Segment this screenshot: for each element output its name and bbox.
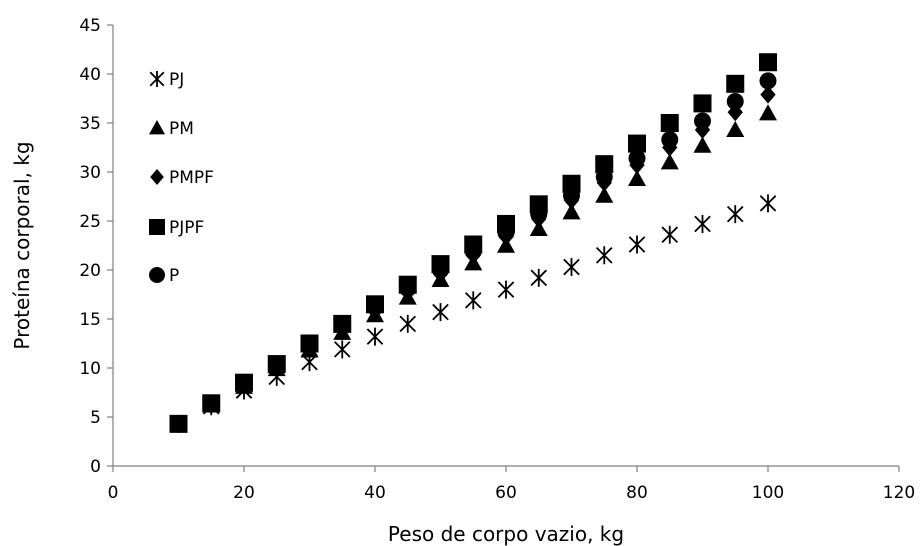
y-axis-title: Proteína corporal, kg [10,141,34,349]
y-tick-label: 15 [79,310,101,330]
legend-label: PMPF [169,168,214,188]
data-point-pjpf [202,394,221,413]
legend-item-pjpf: PJPF [149,218,204,238]
data-point-pj [530,268,548,287]
data-point-pj [366,327,384,346]
series-pjpf [169,53,777,433]
data-point-pm [595,186,614,203]
data-point-pjpf [366,295,384,314]
x-tick-label: 120 [883,483,915,503]
data-point-pjpf [726,74,745,93]
data-point-pm [759,104,777,121]
legend-marker-pjpf [149,219,165,235]
data-point-pm [628,169,646,187]
series-pj [170,194,777,433]
data-point-pj [595,246,613,265]
x-tick-label: 20 [233,483,255,503]
data-point-p [759,72,777,90]
x-tick-label: 60 [495,483,517,503]
data-point-pjpf [497,214,515,233]
y-tick-label: 20 [79,261,101,281]
x-tick-label: 80 [626,483,648,503]
legend-marker-p [149,267,165,283]
data-point-pj [464,291,482,310]
data-point-pjpf [431,255,450,274]
legend-label: PM [169,119,194,139]
y-tick-label: 40 [79,65,101,85]
data-point-pj [563,258,580,277]
data-point-pm [693,136,712,153]
data-point-pj [432,303,449,322]
data-point-pj [759,194,777,213]
data-point-pm [660,153,679,170]
data-point-p [694,112,711,130]
legend-marker-pj [149,71,165,87]
data-point-pj [497,280,515,299]
data-point-pjpf [595,155,614,174]
series-pm [169,104,777,432]
x-tick-label: 0 [108,483,119,503]
data-point-pjpf [562,174,581,193]
data-point-pjpf [759,53,777,72]
y-tick-label: 10 [79,359,101,379]
data-point-pjpf [660,114,679,132]
legend-label: PJPF [169,218,204,238]
data-point-pjpf [267,355,286,374]
data-points [169,53,777,433]
data-point-pj [399,314,417,333]
data-point-pm [562,203,581,220]
data-point-p [661,131,679,149]
x-axis-title: Peso de corpo vazio, kg [388,522,624,546]
data-point-pj [726,205,744,224]
legend-item-p: P [149,266,179,286]
legend-marker-pm [149,120,165,135]
y-tick-label: 45 [79,16,101,36]
data-point-pj [661,225,679,244]
y-tick-label: 30 [79,163,101,183]
legend-marker-pmpf [150,169,164,185]
y-tick-label: 5 [90,408,101,428]
x-tick-label: 100 [752,483,784,503]
x-tick-label: 40 [364,483,386,503]
data-point-pj [628,235,646,254]
data-point-pjpf [333,314,352,333]
legend-item-pm: PM [149,119,194,139]
y-tick-label: 35 [79,114,101,134]
legend-label: PJ [169,70,184,90]
data-point-pj [694,214,711,233]
data-point-pjpf [529,195,548,214]
data-point-pjpf [693,94,712,113]
data-point-pjpf [398,275,417,294]
data-point-pmpf [760,85,776,104]
ticks: 0 20 40 60 80 100 120 0 5 10 15 20 25 30 35 40 45 [79,16,915,503]
legend-label: P [169,266,179,286]
legend: PJ PM PMPF PJPF P [149,70,214,286]
data-point-pjpf [235,373,253,392]
legend-item-pj: PJ [149,70,184,90]
data-point-pj [333,340,351,359]
legend-item-pmpf: PMPF [150,168,214,188]
data-point-p [628,149,646,167]
data-point-p [726,92,744,110]
y-tick-label: 25 [79,212,101,232]
y-tick-label: 0 [90,457,101,477]
data-point-pjpf [628,134,646,153]
data-point-pjpf [464,235,483,254]
data-point-pjpf [169,414,188,433]
data-point-pjpf [300,334,319,353]
data-point-pm [726,120,745,138]
